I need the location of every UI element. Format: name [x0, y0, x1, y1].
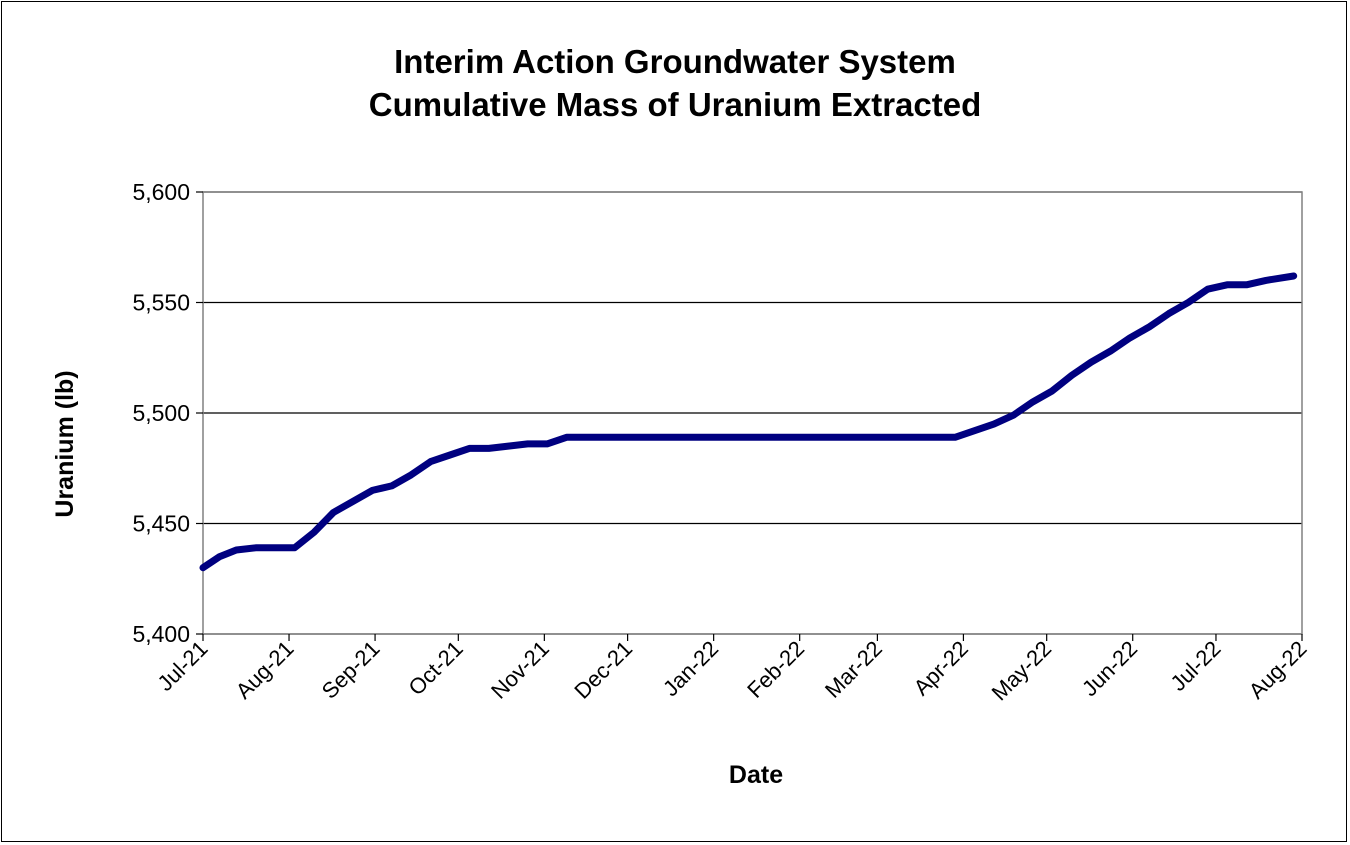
chart-title: Interim Action Groundwater System [394, 43, 956, 80]
x-tick-label: Dec-21 [569, 636, 637, 704]
y-tick-label: 5,550 [132, 290, 190, 316]
x-tick-label: Jul-22 [1165, 636, 1225, 696]
series-line [199, 272, 1298, 572]
x-axis-title: Date [729, 761, 783, 789]
x-tick-label: May-22 [987, 636, 1057, 706]
y-axis-title: Uranium (lb) [51, 370, 79, 517]
gridlines [203, 191, 1302, 635]
x-tick-label: Jan-22 [658, 636, 723, 701]
x-tick-label: Mar-22 [820, 636, 887, 703]
y-tick-label: 5,500 [132, 400, 190, 426]
y-axis: 5,400 5,450 5,500 5,550 5,600 [132, 179, 203, 647]
y-tick-label: 5,450 [132, 511, 190, 537]
x-tick-label: Nov-21 [486, 636, 554, 704]
chart-subtitle: Cumulative Mass of Uranium Extracted [368, 86, 982, 123]
y-tick-label: 5,400 [132, 621, 190, 647]
x-tick-label: Aug-22 [1244, 636, 1312, 704]
x-axis: Jul-21 Aug-21 Sep-21 Oct-21 Nov-21 Dec-21 Jan-… [152, 634, 1312, 706]
x-tick-label: Apr-22 [909, 636, 973, 700]
y-tick-label: 5,600 [132, 179, 190, 205]
x-tick-label: Aug-21 [231, 636, 299, 704]
x-tick-label: Oct-21 [403, 636, 467, 700]
x-tick-label: Feb-22 [742, 636, 809, 703]
x-tick-label: Jun-22 [1077, 636, 1142, 701]
chart-title-block: Interim Action Groundwater System Cumula… [0, 40, 1350, 126]
x-tick-label: Sep-21 [317, 636, 385, 704]
